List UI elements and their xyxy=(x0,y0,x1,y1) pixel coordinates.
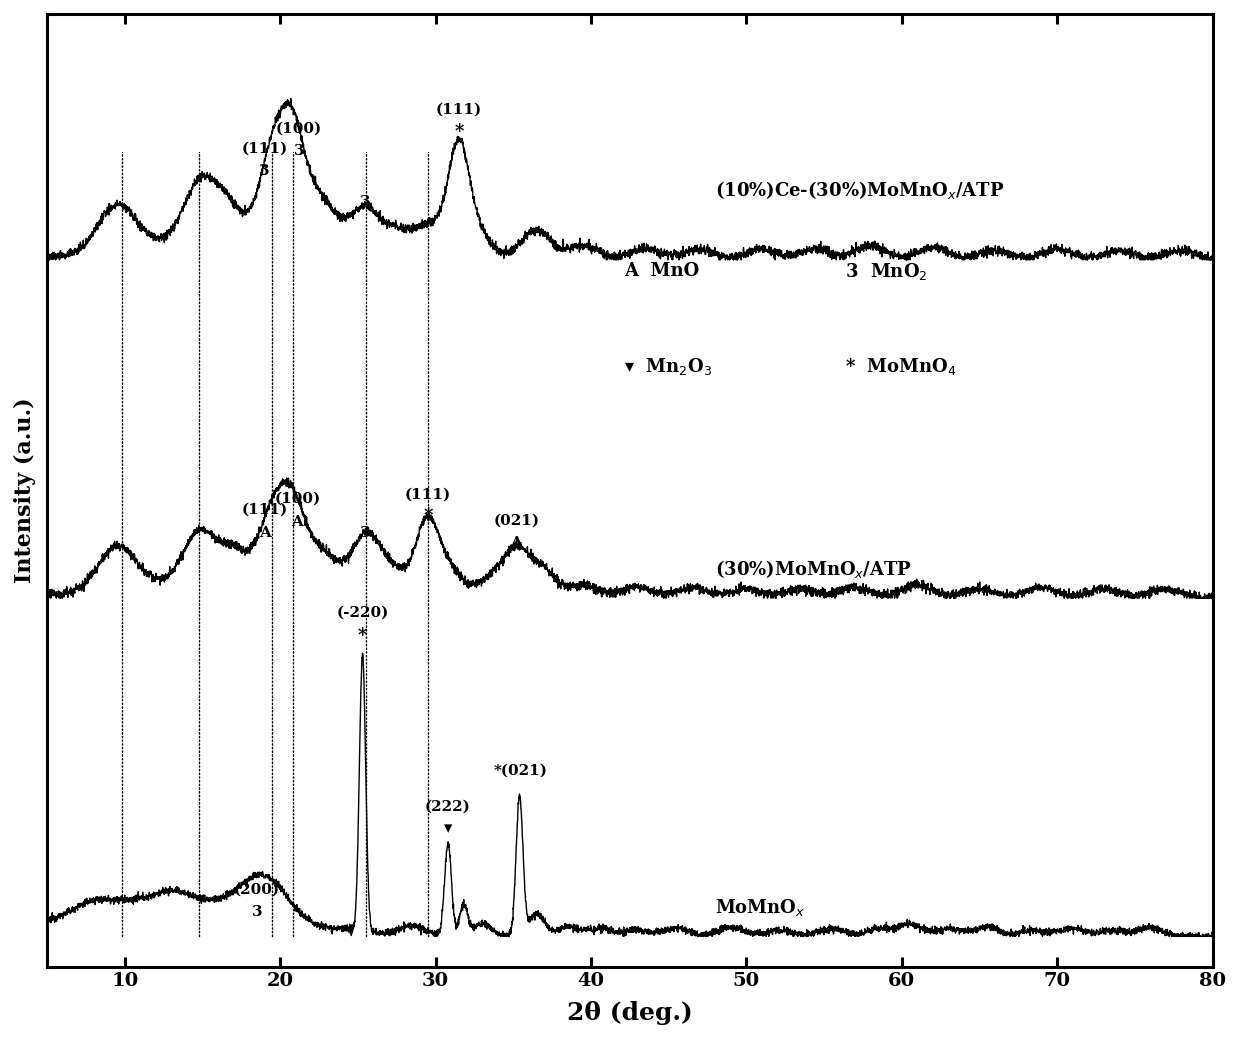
Text: 3: 3 xyxy=(361,195,371,209)
Text: A: A xyxy=(291,515,304,529)
Text: 3: 3 xyxy=(252,905,262,920)
Text: MoMnO$_x$: MoMnO$_x$ xyxy=(715,897,806,917)
Text: 3  MnO$_2$: 3 MnO$_2$ xyxy=(846,261,929,282)
Text: (111): (111) xyxy=(242,141,288,155)
Text: ▾: ▾ xyxy=(444,820,453,837)
Text: *: * xyxy=(423,507,433,526)
Text: 3: 3 xyxy=(294,144,304,158)
Text: ▾  Mn$_2$O$_3$: ▾ Mn$_2$O$_3$ xyxy=(624,356,712,377)
Text: A: A xyxy=(259,526,270,539)
Text: 3: 3 xyxy=(259,164,270,179)
Text: (100): (100) xyxy=(275,122,322,135)
Text: (222): (222) xyxy=(425,799,471,814)
X-axis label: 2θ (deg.): 2θ (deg.) xyxy=(567,1002,693,1025)
Text: (111): (111) xyxy=(435,103,482,116)
Text: A  MnO: A MnO xyxy=(624,262,699,281)
Text: *(021): *(021) xyxy=(494,764,548,778)
Text: (10%)Ce-(30%)MoMnO$_x$/ATP: (10%)Ce-(30%)MoMnO$_x$/ATP xyxy=(715,180,1004,202)
Text: *  MoMnO$_4$: * MoMnO$_4$ xyxy=(846,356,957,377)
Text: *: * xyxy=(358,628,367,645)
Text: (30%)MoMnO$_x$/ATP: (30%)MoMnO$_x$/ATP xyxy=(715,558,913,580)
Text: (200): (200) xyxy=(234,882,280,897)
Text: *: * xyxy=(454,123,464,141)
Text: A: A xyxy=(511,536,522,551)
Y-axis label: Intensity (a.u.): Intensity (a.u.) xyxy=(14,398,36,583)
Text: (021): (021) xyxy=(494,513,539,528)
Text: (100): (100) xyxy=(274,491,320,506)
Text: (111): (111) xyxy=(242,503,288,516)
Text: (111): (111) xyxy=(404,487,451,501)
Text: (-220): (-220) xyxy=(336,606,389,619)
Text: 3: 3 xyxy=(361,526,371,539)
